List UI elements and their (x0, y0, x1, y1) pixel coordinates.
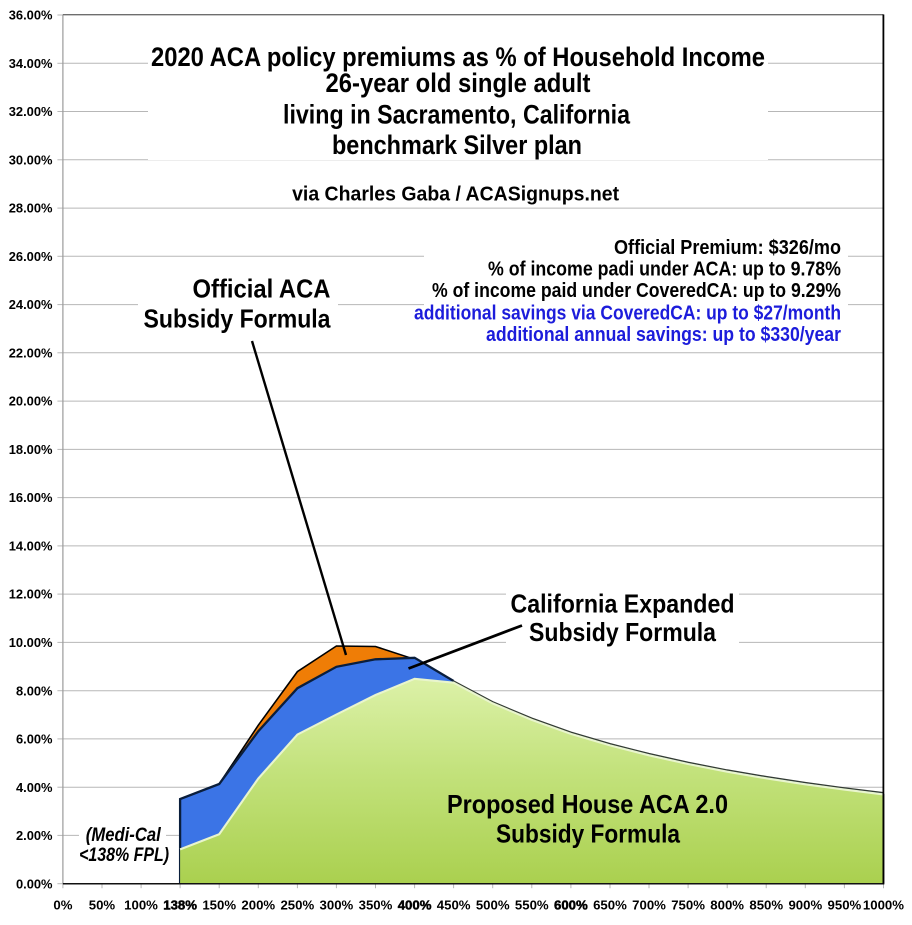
svg-text:(Medi-Cal: (Medi-Cal (86, 825, 162, 846)
svg-text:300%: 300% (320, 898, 354, 913)
svg-text:600%: 600% (554, 898, 588, 913)
svg-text:700%: 700% (632, 898, 666, 913)
svg-text:100%: 100% (124, 898, 158, 913)
svg-text:Official Premium: $326/mo: Official Premium: $326/mo (614, 237, 841, 259)
svg-text:26-year old single adult: 26-year old single adult (326, 68, 591, 98)
svg-text:900%: 900% (788, 898, 822, 913)
svg-text:12.00%: 12.00% (9, 587, 53, 602)
svg-text:California Expanded: California Expanded (511, 589, 735, 619)
svg-text:800%: 800% (710, 898, 744, 913)
svg-text:26.00%: 26.00% (9, 249, 53, 264)
svg-text:18.00%: 18.00% (9, 442, 53, 457)
svg-text:34.00%: 34.00% (9, 56, 53, 71)
svg-text:Official ACA: Official ACA (193, 273, 331, 303)
svg-text:16.00%: 16.00% (9, 490, 53, 505)
svg-text:850%: 850% (749, 898, 783, 913)
svg-text:950%: 950% (828, 898, 862, 913)
svg-text:20.00%: 20.00% (9, 394, 53, 409)
svg-text:2020 ACA policy premiums as %: 2020 ACA policy premiums as % of Househo… (151, 42, 765, 72)
svg-text:50%: 50% (89, 898, 116, 913)
svg-text:Subsidy Formula: Subsidy Formula (496, 819, 680, 849)
svg-text:% of income paid under Covered: % of income paid under CoveredCA: up to … (432, 280, 841, 302)
svg-text:650%: 650% (593, 898, 627, 913)
svg-text:138%: 138% (163, 898, 197, 913)
svg-text:additional annual savings: up: additional annual savings: up to $330/ye… (486, 324, 841, 346)
svg-text:Subsidy Formula: Subsidy Formula (144, 304, 331, 334)
svg-text:36.00%: 36.00% (9, 8, 53, 23)
svg-text:8.00%: 8.00% (16, 683, 53, 698)
svg-text:450%: 450% (437, 898, 471, 913)
svg-text:350%: 350% (359, 898, 393, 913)
svg-text:750%: 750% (671, 898, 705, 913)
svg-text:32.00%: 32.00% (9, 104, 53, 119)
svg-text:via Charles Gaba / ACASignups.: via Charles Gaba / ACASignups.net (292, 184, 619, 206)
svg-text:0%: 0% (53, 898, 72, 913)
svg-text:400%: 400% (398, 898, 432, 913)
svg-text:Proposed House ACA 2.0: Proposed House ACA 2.0 (447, 789, 728, 819)
svg-text:Subsidy Formula: Subsidy Formula (529, 617, 716, 647)
svg-text:24.00%: 24.00% (9, 297, 53, 312)
svg-text:2.00%: 2.00% (16, 828, 53, 843)
svg-text:30.00%: 30.00% (9, 152, 53, 167)
svg-text:22.00%: 22.00% (9, 345, 53, 360)
svg-text:14.00%: 14.00% (9, 538, 53, 553)
svg-text:% of income padi under ACA: up: % of income padi under ACA: up to 9.78% (488, 259, 841, 281)
svg-text:0.00%: 0.00% (16, 876, 53, 891)
svg-text:200%: 200% (241, 898, 275, 913)
svg-text:6.00%: 6.00% (16, 732, 53, 747)
svg-text:250%: 250% (280, 898, 314, 913)
svg-text:150%: 150% (202, 898, 236, 913)
svg-text:4.00%: 4.00% (16, 780, 53, 795)
svg-text:500%: 500% (476, 898, 510, 913)
svg-text:living in Sacramento, Californ: living in Sacramento, California (283, 100, 631, 130)
svg-text:<138% FPL): <138% FPL) (79, 845, 169, 866)
svg-text:28.00%: 28.00% (9, 201, 53, 216)
svg-text:10.00%: 10.00% (9, 635, 53, 650)
svg-text:additional savings via Covered: additional savings via CoveredCA: up to … (414, 303, 841, 325)
svg-text:1000%: 1000% (863, 898, 904, 913)
svg-text:benchmark Silver plan: benchmark Silver plan (332, 130, 582, 160)
svg-text:550%: 550% (515, 898, 549, 913)
